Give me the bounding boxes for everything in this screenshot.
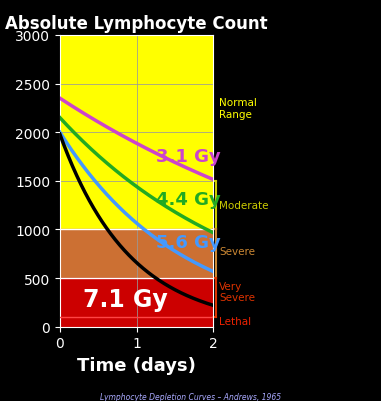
X-axis label: Time (days): Time (days) <box>77 356 196 374</box>
Text: 7.1 Gy: 7.1 Gy <box>83 288 168 312</box>
Bar <box>60 36 213 230</box>
Bar <box>60 278 213 327</box>
Text: Very
Severe: Very Severe <box>219 281 255 303</box>
Text: Normal
Range: Normal Range <box>219 98 257 119</box>
Text: Lethal: Lethal <box>219 316 251 326</box>
Text: 3.1 Gy: 3.1 Gy <box>156 148 221 166</box>
Text: Severe: Severe <box>219 246 255 256</box>
Title: Absolute Lymphocyte Count: Absolute Lymphocyte Count <box>5 15 268 33</box>
Bar <box>60 230 213 278</box>
Text: Moderate: Moderate <box>219 200 269 211</box>
Text: 5.6 Gy: 5.6 Gy <box>156 233 221 251</box>
Text: Lymphocyte Depletion Curves – Andrews, 1965: Lymphocyte Depletion Curves – Andrews, 1… <box>100 392 281 401</box>
Text: 4.4 Gy: 4.4 Gy <box>156 190 221 209</box>
